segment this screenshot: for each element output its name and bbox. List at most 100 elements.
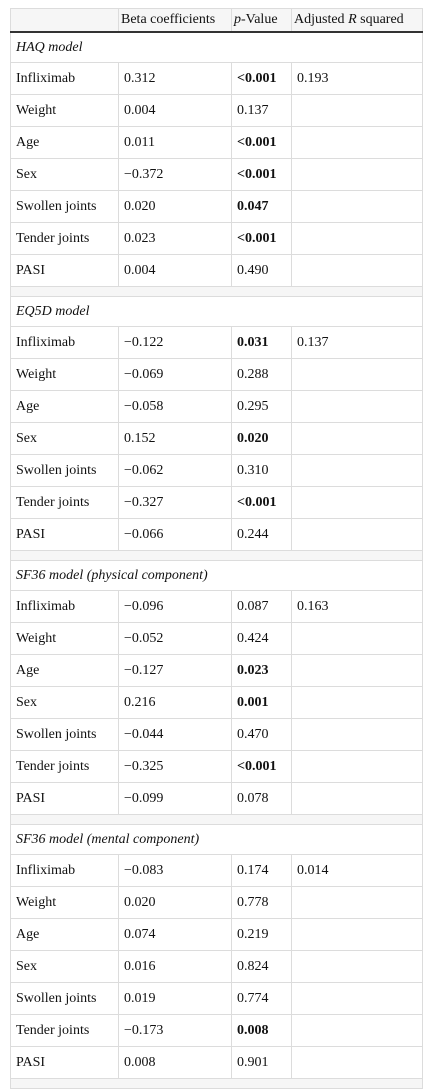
p-value-cell: 0.174 xyxy=(231,854,292,887)
p-value-cell: 0.310 xyxy=(231,454,292,487)
r-squared-cell xyxy=(291,422,423,455)
beta-cell: 0.023 xyxy=(118,222,232,255)
data-row: Age −0.058 0.295 xyxy=(10,390,423,423)
spacer-cell xyxy=(10,814,423,825)
r-squared-cell: 0.163 xyxy=(291,590,423,623)
row-label: Infliximab xyxy=(10,62,119,95)
r-squared-cell xyxy=(291,1046,423,1079)
r-squared-cell xyxy=(291,950,423,983)
beta-cell: −0.325 xyxy=(118,750,232,783)
p-value-cell: 0.490 xyxy=(231,254,292,287)
beta-cell: 0.004 xyxy=(118,254,232,287)
beta-cell: 0.020 xyxy=(118,886,232,919)
data-row: PASI −0.066 0.244 xyxy=(10,518,423,551)
p-value-cell: 0.424 xyxy=(231,622,292,655)
beta-cell: −0.372 xyxy=(118,158,232,191)
r-squared-cell xyxy=(291,94,423,127)
data-row: Age 0.074 0.219 xyxy=(10,918,423,951)
p-value-cell: 0.008 xyxy=(231,1014,292,1047)
data-row: PASI −0.099 0.078 xyxy=(10,782,423,815)
data-row: Infliximab 0.312 <0.001 0.193 xyxy=(10,62,423,95)
beta-cell: 0.074 xyxy=(118,918,232,951)
r-squared-cell xyxy=(291,918,423,951)
spacer-row xyxy=(10,1078,423,1089)
beta-cell: 0.152 xyxy=(118,422,232,455)
row-label: PASI xyxy=(10,1046,119,1079)
data-row: Infliximab −0.083 0.174 0.014 xyxy=(10,854,423,887)
row-label: Tender joints xyxy=(10,222,119,255)
beta-cell: 0.019 xyxy=(118,982,232,1015)
section-title-row: HAQ model xyxy=(10,31,423,63)
p-value-cell: 0.774 xyxy=(231,982,292,1015)
header-cell: p-Value xyxy=(231,8,292,33)
header-text: R xyxy=(348,12,357,27)
spacer-row xyxy=(10,286,423,297)
r-squared-cell xyxy=(291,486,423,519)
data-row: Sex 0.152 0.020 xyxy=(10,422,423,455)
p-value-cell: <0.001 xyxy=(231,126,292,159)
beta-cell: −0.066 xyxy=(118,518,232,551)
p-value-cell: 0.295 xyxy=(231,390,292,423)
data-row: Infliximab −0.096 0.087 0.163 xyxy=(10,590,423,623)
data-row: PASI 0.008 0.901 xyxy=(10,1046,423,1079)
section-title: HAQ model xyxy=(10,31,423,63)
r-squared-cell xyxy=(291,254,423,287)
data-row: Weight 0.020 0.778 xyxy=(10,886,423,919)
row-label: Sex xyxy=(10,422,119,455)
data-row: Tender joints −0.327 <0.001 xyxy=(10,486,423,519)
r-squared-cell xyxy=(291,390,423,423)
beta-cell: −0.327 xyxy=(118,486,232,519)
p-value-cell: 0.778 xyxy=(231,886,292,919)
beta-cell: 0.016 xyxy=(118,950,232,983)
row-label: PASI xyxy=(10,782,119,815)
r-squared-cell xyxy=(291,782,423,815)
regression-table: Beta coefficients p-Value Adjusted R squar… xyxy=(10,8,423,1089)
p-value-cell: 0.078 xyxy=(231,782,292,815)
p-value-cell: 0.031 xyxy=(231,326,292,359)
beta-cell: 0.020 xyxy=(118,190,232,223)
r-squared-cell xyxy=(291,1014,423,1047)
row-label: Age xyxy=(10,126,119,159)
data-row: Age 0.011 <0.001 xyxy=(10,126,423,159)
row-label: Swollen joints xyxy=(10,982,119,1015)
header-text: Beta coefficients xyxy=(121,12,216,27)
beta-cell: 0.216 xyxy=(118,686,232,719)
data-row: Tender joints −0.325 <0.001 xyxy=(10,750,423,783)
p-value-cell: 0.001 xyxy=(231,686,292,719)
beta-cell: −0.044 xyxy=(118,718,232,751)
p-value-cell: 0.137 xyxy=(231,94,292,127)
p-value-cell: 0.219 xyxy=(231,918,292,951)
section-title-row: EQ5D model xyxy=(10,296,423,327)
p-value-cell: <0.001 xyxy=(231,158,292,191)
data-row: Weight −0.069 0.288 xyxy=(10,358,423,391)
spacer-cell xyxy=(10,1078,423,1089)
spacer-cell xyxy=(10,550,423,561)
spacer-cell xyxy=(10,286,423,297)
beta-cell: −0.062 xyxy=(118,454,232,487)
header-text: squared xyxy=(356,12,404,27)
p-value-cell: 0.244 xyxy=(231,518,292,551)
section-title-row: SF36 model (physical component) xyxy=(10,560,423,591)
data-row: Swollen joints 0.020 0.047 xyxy=(10,190,423,223)
row-label: Tender joints xyxy=(10,1014,119,1047)
data-row: Weight −0.052 0.424 xyxy=(10,622,423,655)
r-squared-cell xyxy=(291,126,423,159)
row-label: Infliximab xyxy=(10,590,119,623)
data-row: Age −0.127 0.023 xyxy=(10,654,423,687)
row-label: Weight xyxy=(10,622,119,655)
beta-cell: −0.058 xyxy=(118,390,232,423)
row-label: Age xyxy=(10,918,119,951)
r-squared-cell xyxy=(291,358,423,391)
r-squared-cell xyxy=(291,718,423,751)
row-label: PASI xyxy=(10,254,119,287)
section-title: SF36 model (mental component) xyxy=(10,824,423,855)
r-squared-cell xyxy=(291,518,423,551)
r-squared-cell: 0.137 xyxy=(291,326,423,359)
data-row: PASI 0.004 0.490 xyxy=(10,254,423,287)
p-value-cell: 0.023 xyxy=(231,654,292,687)
row-label: Tender joints xyxy=(10,486,119,519)
data-row: Weight 0.004 0.137 xyxy=(10,94,423,127)
row-label: Infliximab xyxy=(10,326,119,359)
header-text: Adjusted xyxy=(294,12,349,27)
